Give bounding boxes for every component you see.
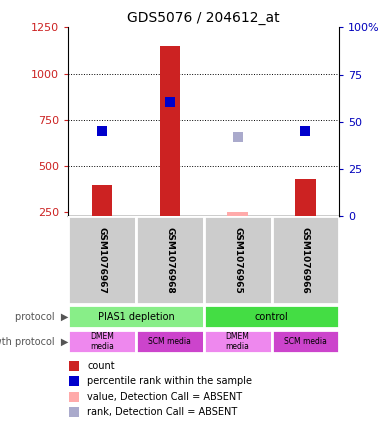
Point [71, 362, 77, 369]
Point [167, 99, 173, 106]
Bar [271, 330, 339, 353]
Text: percentile rank within the sample: percentile rank within the sample [87, 376, 252, 386]
Bar [136, 216, 204, 305]
Bar [68, 216, 136, 305]
Text: protocol  ▶: protocol ▶ [15, 312, 68, 322]
Bar [68, 330, 136, 353]
Bar [204, 330, 271, 353]
Text: value, Detection Call = ABSENT: value, Detection Call = ABSENT [87, 392, 242, 402]
Text: PIAS1 depletion: PIAS1 depletion [98, 312, 174, 322]
Text: GSM1076967: GSM1076967 [98, 227, 106, 294]
Text: GSM1076965: GSM1076965 [233, 227, 242, 294]
Text: count: count [87, 361, 115, 371]
Text: GSM1076966: GSM1076966 [301, 227, 310, 294]
Point [234, 133, 241, 140]
Text: DMEM
media: DMEM media [226, 332, 250, 351]
Point [71, 409, 77, 416]
Bar [92, 184, 112, 216]
Text: DMEM
media: DMEM media [90, 332, 114, 351]
Bar [227, 212, 248, 216]
Bar [136, 330, 204, 353]
Text: GSM1076968: GSM1076968 [165, 227, 174, 294]
Point [302, 128, 308, 135]
Point [71, 378, 77, 385]
Text: SCM media: SCM media [284, 337, 327, 346]
Point [71, 393, 77, 400]
Point [99, 128, 105, 135]
Text: SCM media: SCM media [149, 337, 191, 346]
Bar [160, 46, 180, 216]
Title: GDS5076 / 204612_at: GDS5076 / 204612_at [128, 11, 280, 25]
Bar [204, 305, 339, 328]
Bar [271, 216, 339, 305]
Bar [295, 179, 316, 216]
Text: rank, Detection Call = ABSENT: rank, Detection Call = ABSENT [87, 407, 238, 417]
Text: growth protocol  ▶: growth protocol ▶ [0, 337, 68, 346]
Bar [204, 216, 271, 305]
Bar [68, 305, 204, 328]
Text: control: control [255, 312, 289, 322]
